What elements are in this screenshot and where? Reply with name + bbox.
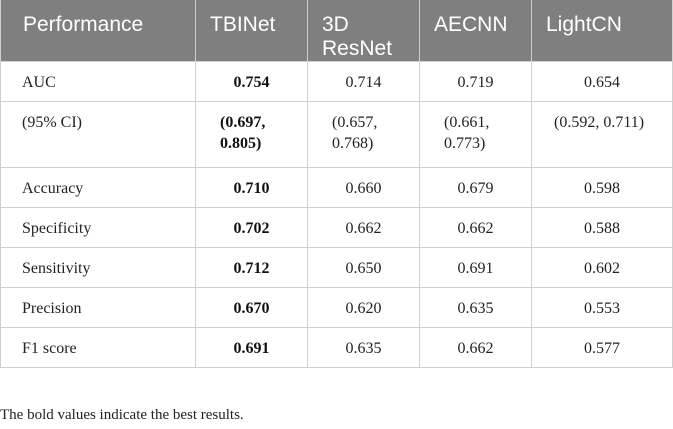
cell-lightcn: 0.654 bbox=[531, 61, 673, 102]
row-label: Sensitivity bbox=[0, 247, 196, 288]
header-tbinet: TBINet bbox=[195, 0, 308, 62]
cell-tbinet: 0.702 bbox=[195, 207, 308, 248]
header-aecnn: AECNN bbox=[419, 0, 532, 62]
cell-tbinet: 0.670 bbox=[195, 287, 308, 328]
cell-aecnn: 0.662 bbox=[419, 207, 532, 248]
cell-aecnn: (0.661, 0.773) bbox=[419, 101, 532, 168]
cell-aecnn: 0.691 bbox=[419, 247, 532, 288]
table-body: AUC 0.754 0.714 0.719 0.654 (95% CI) (0.… bbox=[0, 61, 673, 368]
table-footnote: The bold values indicate the best result… bbox=[0, 407, 244, 423]
cell-lightcn: 0.553 bbox=[531, 287, 673, 328]
cell-lightcn: (0.592, 0.711) bbox=[531, 101, 673, 168]
row-label: Specificity bbox=[0, 207, 196, 248]
header-performance: Performance bbox=[0, 0, 196, 62]
cell-lightcn: 0.598 bbox=[531, 167, 673, 208]
performance-table-container: Performance TBINet 3D ResNet AECNN Light… bbox=[0, 0, 673, 368]
table-row-sensitivity: Sensitivity 0.712 0.650 0.691 0.602 bbox=[0, 247, 673, 288]
row-label: Accuracy bbox=[0, 167, 196, 208]
row-label: F1 score bbox=[0, 327, 196, 368]
header-lightcn: LightCN bbox=[531, 0, 673, 62]
table-row-precision: Precision 0.670 0.620 0.635 0.553 bbox=[0, 287, 673, 328]
table-row-auc: AUC 0.754 0.714 0.719 0.654 bbox=[0, 61, 673, 102]
cell-aecnn: 0.679 bbox=[419, 167, 532, 208]
cell-lightcn: 0.588 bbox=[531, 207, 673, 248]
row-label: (95% CI) bbox=[0, 101, 196, 168]
table-row-f1-score: F1 score 0.691 0.635 0.662 0.577 bbox=[0, 327, 673, 368]
cell-3d-resnet: 0.650 bbox=[307, 247, 420, 288]
cell-3d-resnet: 0.635 bbox=[307, 327, 420, 368]
cell-3d-resnet: 0.620 bbox=[307, 287, 420, 328]
table-row-specificity: Specificity 0.702 0.662 0.662 0.588 bbox=[0, 207, 673, 248]
cell-aecnn: 0.662 bbox=[419, 327, 532, 368]
cell-tbinet: 0.710 bbox=[195, 167, 308, 208]
cell-3d-resnet: 0.714 bbox=[307, 61, 420, 102]
row-label: AUC bbox=[0, 61, 196, 102]
header-row: Performance TBINet 3D ResNet AECNN Light… bbox=[0, 0, 673, 62]
cell-aecnn: 0.635 bbox=[419, 287, 532, 328]
cell-tbinet: 0.712 bbox=[195, 247, 308, 288]
table-header: Performance TBINet 3D ResNet AECNN Light… bbox=[0, 0, 673, 62]
cell-lightcn: 0.577 bbox=[531, 327, 673, 368]
performance-table: Performance TBINet 3D ResNet AECNN Light… bbox=[0, 0, 673, 368]
cell-tbinet: (0.697, 0.805) bbox=[195, 101, 308, 168]
cell-3d-resnet: 0.662 bbox=[307, 207, 420, 248]
header-3d-resnet: 3D ResNet bbox=[307, 0, 420, 62]
cell-tbinet: 0.754 bbox=[195, 61, 308, 102]
cell-3d-resnet: (0.657, 0.768) bbox=[307, 101, 420, 168]
table-row-ci: (95% CI) (0.697, 0.805) (0.657, 0.768) (… bbox=[0, 101, 673, 168]
cell-3d-resnet: 0.660 bbox=[307, 167, 420, 208]
cell-aecnn: 0.719 bbox=[419, 61, 532, 102]
row-label: Precision bbox=[0, 287, 196, 328]
cell-lightcn: 0.602 bbox=[531, 247, 673, 288]
table-row-accuracy: Accuracy 0.710 0.660 0.679 0.598 bbox=[0, 167, 673, 208]
cell-tbinet: 0.691 bbox=[195, 327, 308, 368]
